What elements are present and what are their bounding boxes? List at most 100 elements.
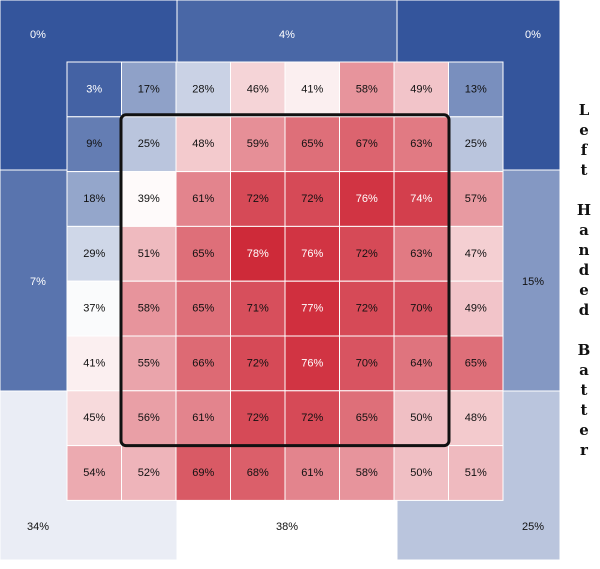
zone-cell-label-r3-c2: 39% [138,193,160,205]
zone-cell-r8-c3 [175,445,231,501]
zone-cell-r1-c2 [121,61,177,118]
zone-cell-label-r8-c2: 52% [138,467,160,479]
zone-cell-r8-c8 [448,445,504,501]
zone-cell-label-r6-c2: 55% [138,357,160,369]
zone-cell-label-r2-c5: 65% [301,138,323,150]
zone-cell-label-r3-c3: 61% [192,193,214,205]
zone-cell-label-r5-c4: 71% [247,303,269,315]
zone-cell-r6-c6 [339,335,395,392]
zone-cell-label-r7-c5: 72% [301,412,323,424]
outer-zone-label-top-center: 4% [279,29,295,41]
zone-cell-label-r2-c3: 48% [192,138,214,150]
zone-cell-r1-c7 [393,61,449,118]
zone-cell-r5-c1 [66,280,122,337]
zone-cell-label-r8-c7: 50% [410,467,432,479]
zone-cell-label-r5-c5: 77% [301,303,323,315]
zone-cell-r3-c8 [448,171,504,227]
side-label-letter: t [580,401,588,419]
side-label-letter: r [580,441,588,459]
zone-cell-label-r2-c1: 9% [86,138,102,150]
side-label-letter: d [578,301,590,319]
zone-cell-label-r3-c6: 76% [356,193,378,205]
zone-cell-label-r8-c1: 54% [83,467,105,479]
outer-zone-label-top-right: 0% [525,29,541,41]
zone-cell-r2-c2 [121,116,177,173]
zone-cell-r1-c8 [448,61,504,118]
zone-cell-r3-c7 [393,171,449,227]
zone-cell-r7-c1 [66,390,122,447]
zone-cell-label-r2-c4: 59% [247,138,269,150]
side-label-letter: t [580,161,588,179]
zone-cell-label-r4-c3: 65% [192,248,214,260]
zone-cell-label-r4-c8: 47% [465,248,487,260]
side-label-letter: B [577,341,591,359]
zone-cell-r7-c8 [448,390,504,447]
zone-cell-label-r3-c4: 72% [247,193,269,205]
zone-cell-label-r6-c6: 70% [356,357,378,369]
zone-cell-label-r1-c3: 28% [192,83,214,95]
zone-cell-r6-c8 [448,335,504,392]
outer-zone-label-mid-right: 15% [522,276,544,288]
zone-cell-label-r6-c1: 41% [83,357,105,369]
zone-cell-r4-c4 [230,225,286,282]
zone-cell-label-r2-c8: 25% [465,138,487,150]
zone-cell-label-r7-c1: 45% [83,412,105,424]
zone-cell-r8-c4 [230,445,286,501]
zone-cell-label-r5-c7: 70% [410,303,432,315]
zone-cell-r2-c6 [339,116,395,173]
outer-zone-bottom-center [176,499,398,561]
outer-zone-mid-left [0,169,68,392]
zone-cell-label-r4-c1: 29% [83,248,105,260]
zone-cell-r4-c1 [66,225,122,282]
zone-cell-r6-c3 [175,335,231,392]
outer-zone-label-bottom-left: 34% [27,521,49,533]
zone-cell-label-r8-c4: 68% [247,467,269,479]
zone-cell-r2-c8 [448,116,504,173]
zone-cell-label-r6-c8: 65% [465,357,487,369]
value-labels: 0% 4% 0% 7% 15% 34% 38% 25% 3% 17% 28% 46% 41% 58% 49%… [27,29,544,533]
zone-cell-r7-c3 [175,390,231,447]
side-label-letter: e [579,281,589,299]
side-label-letter: e [579,121,589,139]
zone-cell-r7-c6 [339,390,395,447]
zone-cell-label-r4-c4: 78% [247,248,269,260]
zone-cell-label-r6-c5: 76% [301,357,323,369]
zone-cell-label-r5-c1: 37% [83,303,105,315]
zone-cell-label-r5-c6: 72% [356,303,378,315]
outer-zone-label-mid-left: 7% [30,276,46,288]
zone-cell-label-r7-c8: 48% [465,412,487,424]
zone-cell-r1-c4 [230,61,286,118]
outer-zone-mid-right [502,169,560,392]
zone-cell-r8-c2 [121,445,177,501]
zone-cell-r6-c4 [230,335,286,392]
outer-zone-label-bottom-center: 38% [276,521,298,533]
zone-cell-r6-c7 [393,335,449,392]
zone-cell-r2-c3 [175,116,231,173]
outer-zone-top-center [176,0,398,63]
zone-cell-r1-c1 [66,61,122,118]
zone-cell-label-r8-c3: 69% [192,467,214,479]
zone-cell-r5-c5 [284,280,340,337]
outer-zone-label-top-left: 0% [30,29,46,41]
zone-cell-label-r7-c4: 72% [247,412,269,424]
zone-cell-label-r4-c5: 76% [301,248,323,260]
zone-cell-r8-c5 [284,445,340,501]
zone-cell-label-r5-c2: 58% [138,303,160,315]
outer-zone-label-bottom-right: 25% [522,521,544,533]
zone-cell-r2-c7 [393,116,449,173]
zone-cell-label-r1-c2: 17% [138,83,160,95]
zone-cell-r7-c2 [121,390,177,447]
strike-zone-outline [119,113,451,448]
zone-cell-label-r4-c7: 63% [410,248,432,260]
zone-cell-label-r5-c8: 49% [465,303,487,315]
zone-cell-label-r3-c5: 72% [301,193,323,205]
zone-cell-label-r1-c8: 13% [465,83,487,95]
zone-cell-label-r3-c7: 74% [410,193,432,205]
zone-cell-label-r5-c3: 65% [192,303,214,315]
side-label-letter: t [580,381,588,399]
side-label-letter: H [576,201,592,219]
zone-cell-label-r7-c2: 56% [138,412,160,424]
